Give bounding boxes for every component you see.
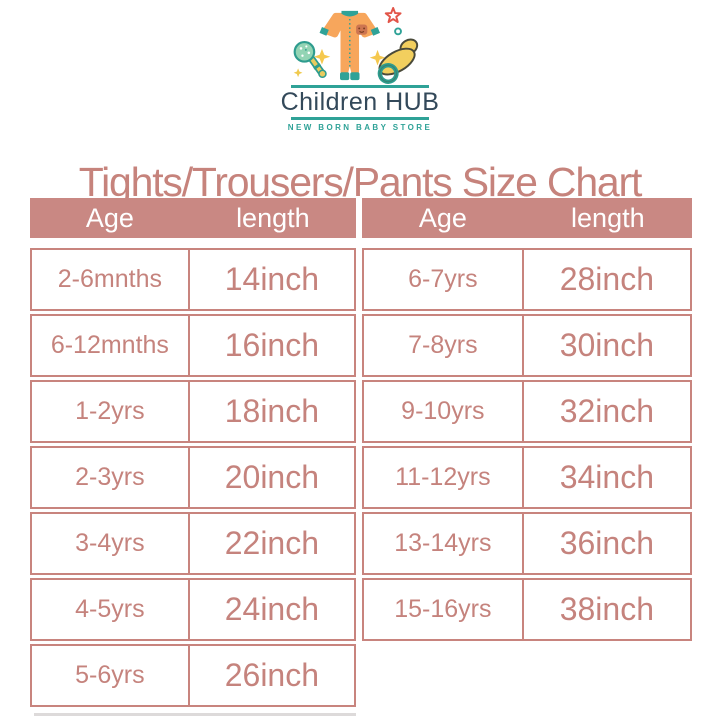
logo-divider-bottom [291,117,429,120]
star-decoration [293,68,303,78]
age-cell: 15-16yrs [364,580,524,639]
table-row: 2-6mnths 14inch [30,248,356,311]
table-row: 6-7yrs 28inch [362,248,692,311]
size-table-right: Age length 6-7yrs 28inch 7-8yrs 30inch 9… [362,198,692,641]
page-title: Tights/Trousers/Pants Size Chart [78,159,643,206]
age-cell: 1-2yrs [32,382,190,441]
logo-divider-top [291,85,429,88]
star-decoration [313,48,386,66]
length-cell: 28inch [559,261,654,297]
age-cell: 13-14yrs [364,514,524,573]
age-column-header: Age [85,202,134,233]
table-row: 3-4yrs 22inch [30,512,356,575]
table-row: 2-3yrs 20inch [30,446,356,509]
table-row: 4-5yrs 24inch [30,578,356,641]
length-cell: 30inch [559,327,654,363]
age-cell: 5-6yrs [32,646,190,705]
age-cell: 4-5yrs [32,580,190,639]
age-cell: 7-8yrs [364,316,524,375]
rattle-icon [293,41,327,79]
age-cell: 2-6mnths [32,250,190,309]
length-cell: 32inch [559,393,654,429]
length-cell: 14inch [224,261,320,297]
age-cell: 6-12mnths [32,316,190,375]
logo-graphic [293,6,419,84]
length-cell: 26inch [224,657,320,693]
table-row: 9-10yrs 32inch [362,380,692,443]
table-row: 6-12mnths 16inch [30,314,356,377]
age-cell: 3-4yrs [32,514,190,573]
cropped-row-edge [34,713,356,716]
length-cell: 16inch [224,327,320,363]
table-row: 13-14yrs 36inch [362,512,692,575]
age-cell: 11-12yrs [364,448,524,507]
length-cell: 34inch [559,459,654,495]
length-column-header: length [236,202,310,233]
length-column-header: length [571,202,645,233]
age-cell: 2-3yrs [32,448,190,507]
table-header: Age length [362,198,692,238]
star-icon [384,6,402,24]
table-header: Age length [30,198,356,238]
table-row: 5-6yrs 26inch [30,644,356,707]
length-cell: 24inch [224,591,320,627]
store-name: Children HUB [280,88,440,116]
baby-romper-icon [319,10,380,81]
length-cell: 38inch [559,591,654,627]
size-table-left: Age length 2-6mnths 14inch 6-12mnths 16i… [30,198,356,707]
table-row: 7-8yrs 30inch [362,314,692,377]
dot-icon [394,27,402,36]
age-cell: 6-7yrs [364,250,524,309]
store-logo: Children HUB NEW BORN BABY STORE [0,6,720,132]
length-cell: 22inch [224,525,320,561]
table-row: 1-2yrs 18inch [30,380,356,443]
age-column-header: Age [418,202,467,233]
length-cell: 20inch [224,459,320,495]
store-tagline: NEW BORN BABY STORE [287,123,433,132]
age-cell: 9-10yrs [364,382,524,441]
length-cell: 36inch [559,525,654,561]
pacifier-icon [377,38,419,84]
table-row: 15-16yrs 38inch [362,578,692,641]
table-row: 11-12yrs 34inch [362,446,692,509]
length-cell: 18inch [224,393,320,429]
